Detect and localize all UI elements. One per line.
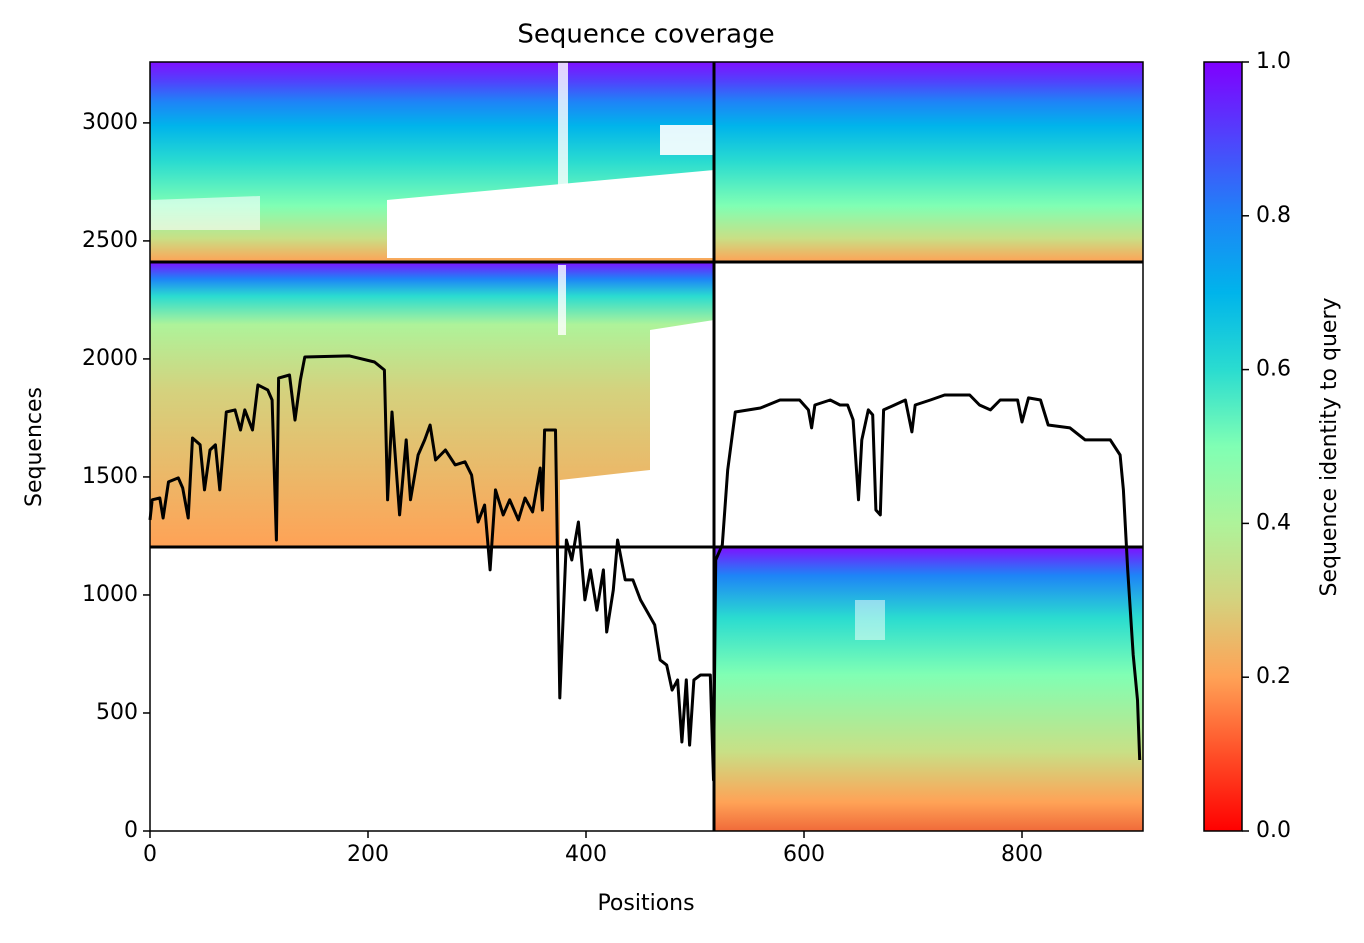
plot-frame [149,61,1144,832]
x-tick-label: 400 [565,842,607,867]
y-tick-label: 500 [96,700,138,725]
colorbar [1203,61,1243,832]
x-tick-label: 200 [347,842,389,867]
x-axis-label: Positions [597,891,694,916]
chart-title: Sequence coverage [517,20,774,50]
coverage-heatmap [150,62,1143,831]
coverage-line [148,354,1142,782]
x-tick-label: 800 [1001,842,1043,867]
y-tick-label: 1000 [82,582,138,607]
y-tick-label: 3000 [82,110,138,135]
colorbar-tick-label: 0.2 [1256,664,1291,689]
colorbar-tick-label: 1.0 [1256,49,1291,74]
x-tick-label: 0 [143,842,157,867]
y-tick-label: 1500 [82,464,138,489]
x-tick-label: 600 [783,842,825,867]
colorbar-tick-label: 0.8 [1256,203,1291,228]
colorbar-tick-label: 0.6 [1256,357,1291,382]
y-tick-label: 2500 [82,228,138,253]
colorbar-label: Sequence identity to query [1317,297,1342,596]
y-tick-label: 2000 [82,346,138,371]
colorbar-tick-label: 0.4 [1256,510,1291,535]
colorbar-tick-label: 0.0 [1256,818,1291,843]
y-axis-label: Sequences [22,387,47,507]
y-tick-label: 0 [124,818,138,843]
